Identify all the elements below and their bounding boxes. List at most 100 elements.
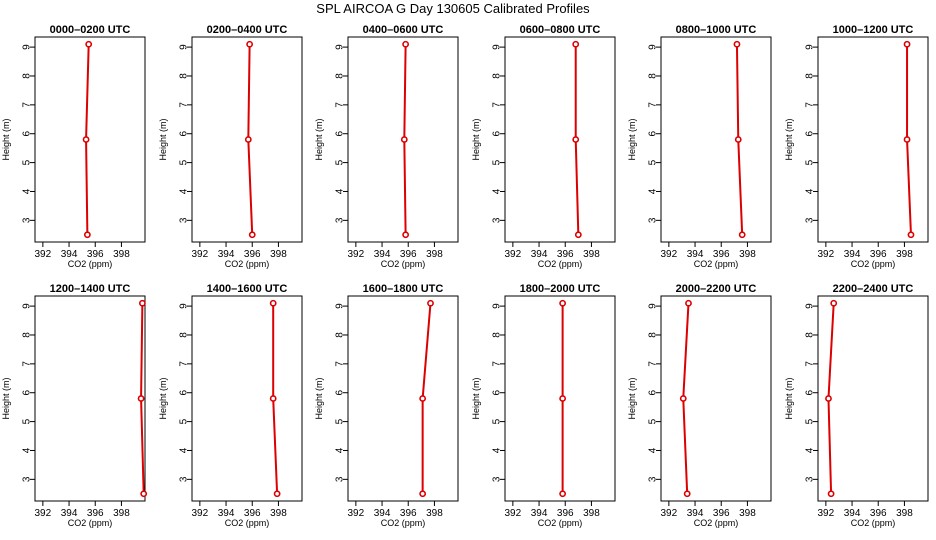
x-tick-label: 392	[818, 508, 835, 519]
panel-4: 0600–0800 UTC 392 394 396 398 3 4 5 6 7 8 9 CO2 (ppm…	[471, 24, 616, 269]
y-tick-label: 5	[335, 418, 346, 424]
panel-9: 1600–1800 UTC 392 394 396 398 3 4 5 6 7 8 9 CO2 (ppm…	[314, 283, 459, 528]
y-tick-label: 7	[805, 102, 816, 108]
x-tick-label: 394	[687, 249, 704, 260]
y-tick-label: 9	[335, 44, 346, 50]
data-point	[82, 136, 90, 143]
x-tick-label: 394	[61, 508, 78, 519]
y-tick-label: 5	[22, 418, 33, 424]
panel-8: 1400–1600 UTC 392 394 396 398 3 4 5 6 7 8 9 CO2 (ppm…	[158, 283, 303, 528]
plot-frame	[817, 36, 929, 243]
y-tick-label: 6	[648, 390, 659, 396]
y-tick-label: 7	[179, 361, 190, 367]
x-axis-label: CO2 (ppm)	[225, 518, 270, 528]
data-point	[402, 40, 410, 48]
y-tick-label: 7	[22, 102, 33, 108]
x-tick-label: 398	[270, 249, 287, 260]
y-axis-label: Height (m)	[627, 377, 637, 419]
y-tick-label: 3	[805, 217, 816, 223]
panel-11: 2000–2200 UTC 392 394 396 398 3 4 5 6 7 8 9 CO2 (ppm…	[627, 283, 772, 528]
y-tick-label: 4	[22, 188, 33, 194]
x-tick-label: 398	[583, 249, 600, 260]
x-axis-label: CO2 (ppm)	[68, 259, 113, 269]
data-point	[907, 231, 915, 239]
y-tick-label: 8	[492, 332, 503, 338]
y-tick-label: 3	[648, 217, 659, 223]
x-tick-label: 394	[218, 508, 235, 519]
y-tick-label: 6	[492, 390, 503, 396]
y-axis-label: Height (m)	[158, 118, 168, 160]
data-point	[825, 395, 832, 402]
panel-12: 2200–2400 UTC 392 394 396 398 3 4 5 6 7 8 9 CO2 (ppm…	[784, 283, 929, 528]
y-tick-label: 4	[805, 188, 816, 194]
data-point	[140, 490, 148, 498]
y-tick-label: 8	[805, 73, 816, 79]
y-tick-label: 8	[335, 332, 346, 338]
x-tick-label: 398	[426, 508, 443, 519]
plot-frame	[817, 295, 929, 502]
y-tick-label: 7	[335, 361, 346, 367]
y-tick-label: 5	[492, 418, 503, 424]
y-tick-label: 6	[335, 390, 346, 396]
x-tick-label: 394	[687, 508, 704, 519]
x-tick-label: 394	[374, 249, 391, 260]
x-axis-label: CO2 (ppm)	[538, 259, 583, 269]
y-tick-label: 8	[179, 73, 190, 79]
panel-title: 0400–0600 UTC	[363, 24, 444, 36]
data-point	[733, 40, 741, 48]
y-axis-label: Height (m)	[314, 118, 324, 160]
y-tick-label: 3	[179, 217, 190, 223]
y-tick-label: 3	[22, 217, 33, 223]
panel-2: 0200–0400 UTC 392 394 396 398 3 4 5 6 7 8 9 CO2 (ppm…	[158, 24, 303, 269]
y-tick-label: 3	[22, 476, 33, 482]
y-axis-label: Height (m)	[784, 118, 794, 160]
x-tick-label: 398	[896, 249, 913, 260]
data-point	[734, 136, 742, 143]
y-tick-label: 6	[335, 131, 346, 137]
panel-title: 1200–1400 UTC	[50, 283, 131, 295]
x-tick-label: 392	[192, 508, 209, 519]
y-tick-label: 3	[648, 476, 659, 482]
y-tick-label: 3	[492, 217, 503, 223]
y-tick-label: 6	[179, 131, 190, 137]
plot-frame	[660, 295, 772, 502]
x-tick-label: 392	[818, 249, 835, 260]
data-point	[269, 395, 277, 402]
data-point	[419, 395, 427, 402]
data-point	[269, 299, 277, 307]
y-tick-label: 4	[335, 447, 346, 453]
x-tick-label: 392	[348, 249, 365, 260]
y-tick-label: 5	[179, 159, 190, 165]
data-point	[85, 40, 93, 48]
data-point	[138, 299, 146, 307]
y-tick-label: 7	[179, 102, 190, 108]
x-tick-label: 396	[557, 508, 574, 519]
x-tick-label: 398	[739, 249, 756, 260]
data-point	[400, 136, 408, 143]
y-tick-label: 8	[648, 332, 659, 338]
data-point	[559, 490, 567, 498]
y-tick-label: 3	[492, 476, 503, 482]
data-point	[572, 136, 580, 143]
y-tick-label: 3	[179, 476, 190, 482]
y-tick-label: 9	[648, 44, 659, 50]
y-tick-label: 9	[179, 303, 190, 309]
x-tick-label: 398	[113, 508, 130, 519]
y-tick-label: 5	[22, 159, 33, 165]
panel-3: 0400–0600 UTC 392 394 396 398 3 4 5 6 7 8 9 CO2 (ppm…	[314, 24, 459, 269]
x-tick-label: 396	[400, 508, 417, 519]
y-tick-label: 6	[805, 131, 816, 137]
panel-title: 0000–0200 UTC	[50, 24, 131, 36]
y-tick-label: 3	[335, 476, 346, 482]
data-point	[248, 231, 256, 239]
y-axis-label: Height (m)	[158, 377, 168, 419]
panel-title: 1000–1200 UTC	[833, 24, 914, 36]
x-axis-label: CO2 (ppm)	[694, 518, 739, 528]
x-tick-label: 396	[870, 249, 887, 260]
y-tick-label: 7	[22, 361, 33, 367]
panel-title: 1800–2000 UTC	[520, 283, 601, 295]
data-point	[830, 299, 838, 307]
x-tick-label: 392	[348, 508, 365, 519]
x-tick-label: 398	[896, 508, 913, 519]
